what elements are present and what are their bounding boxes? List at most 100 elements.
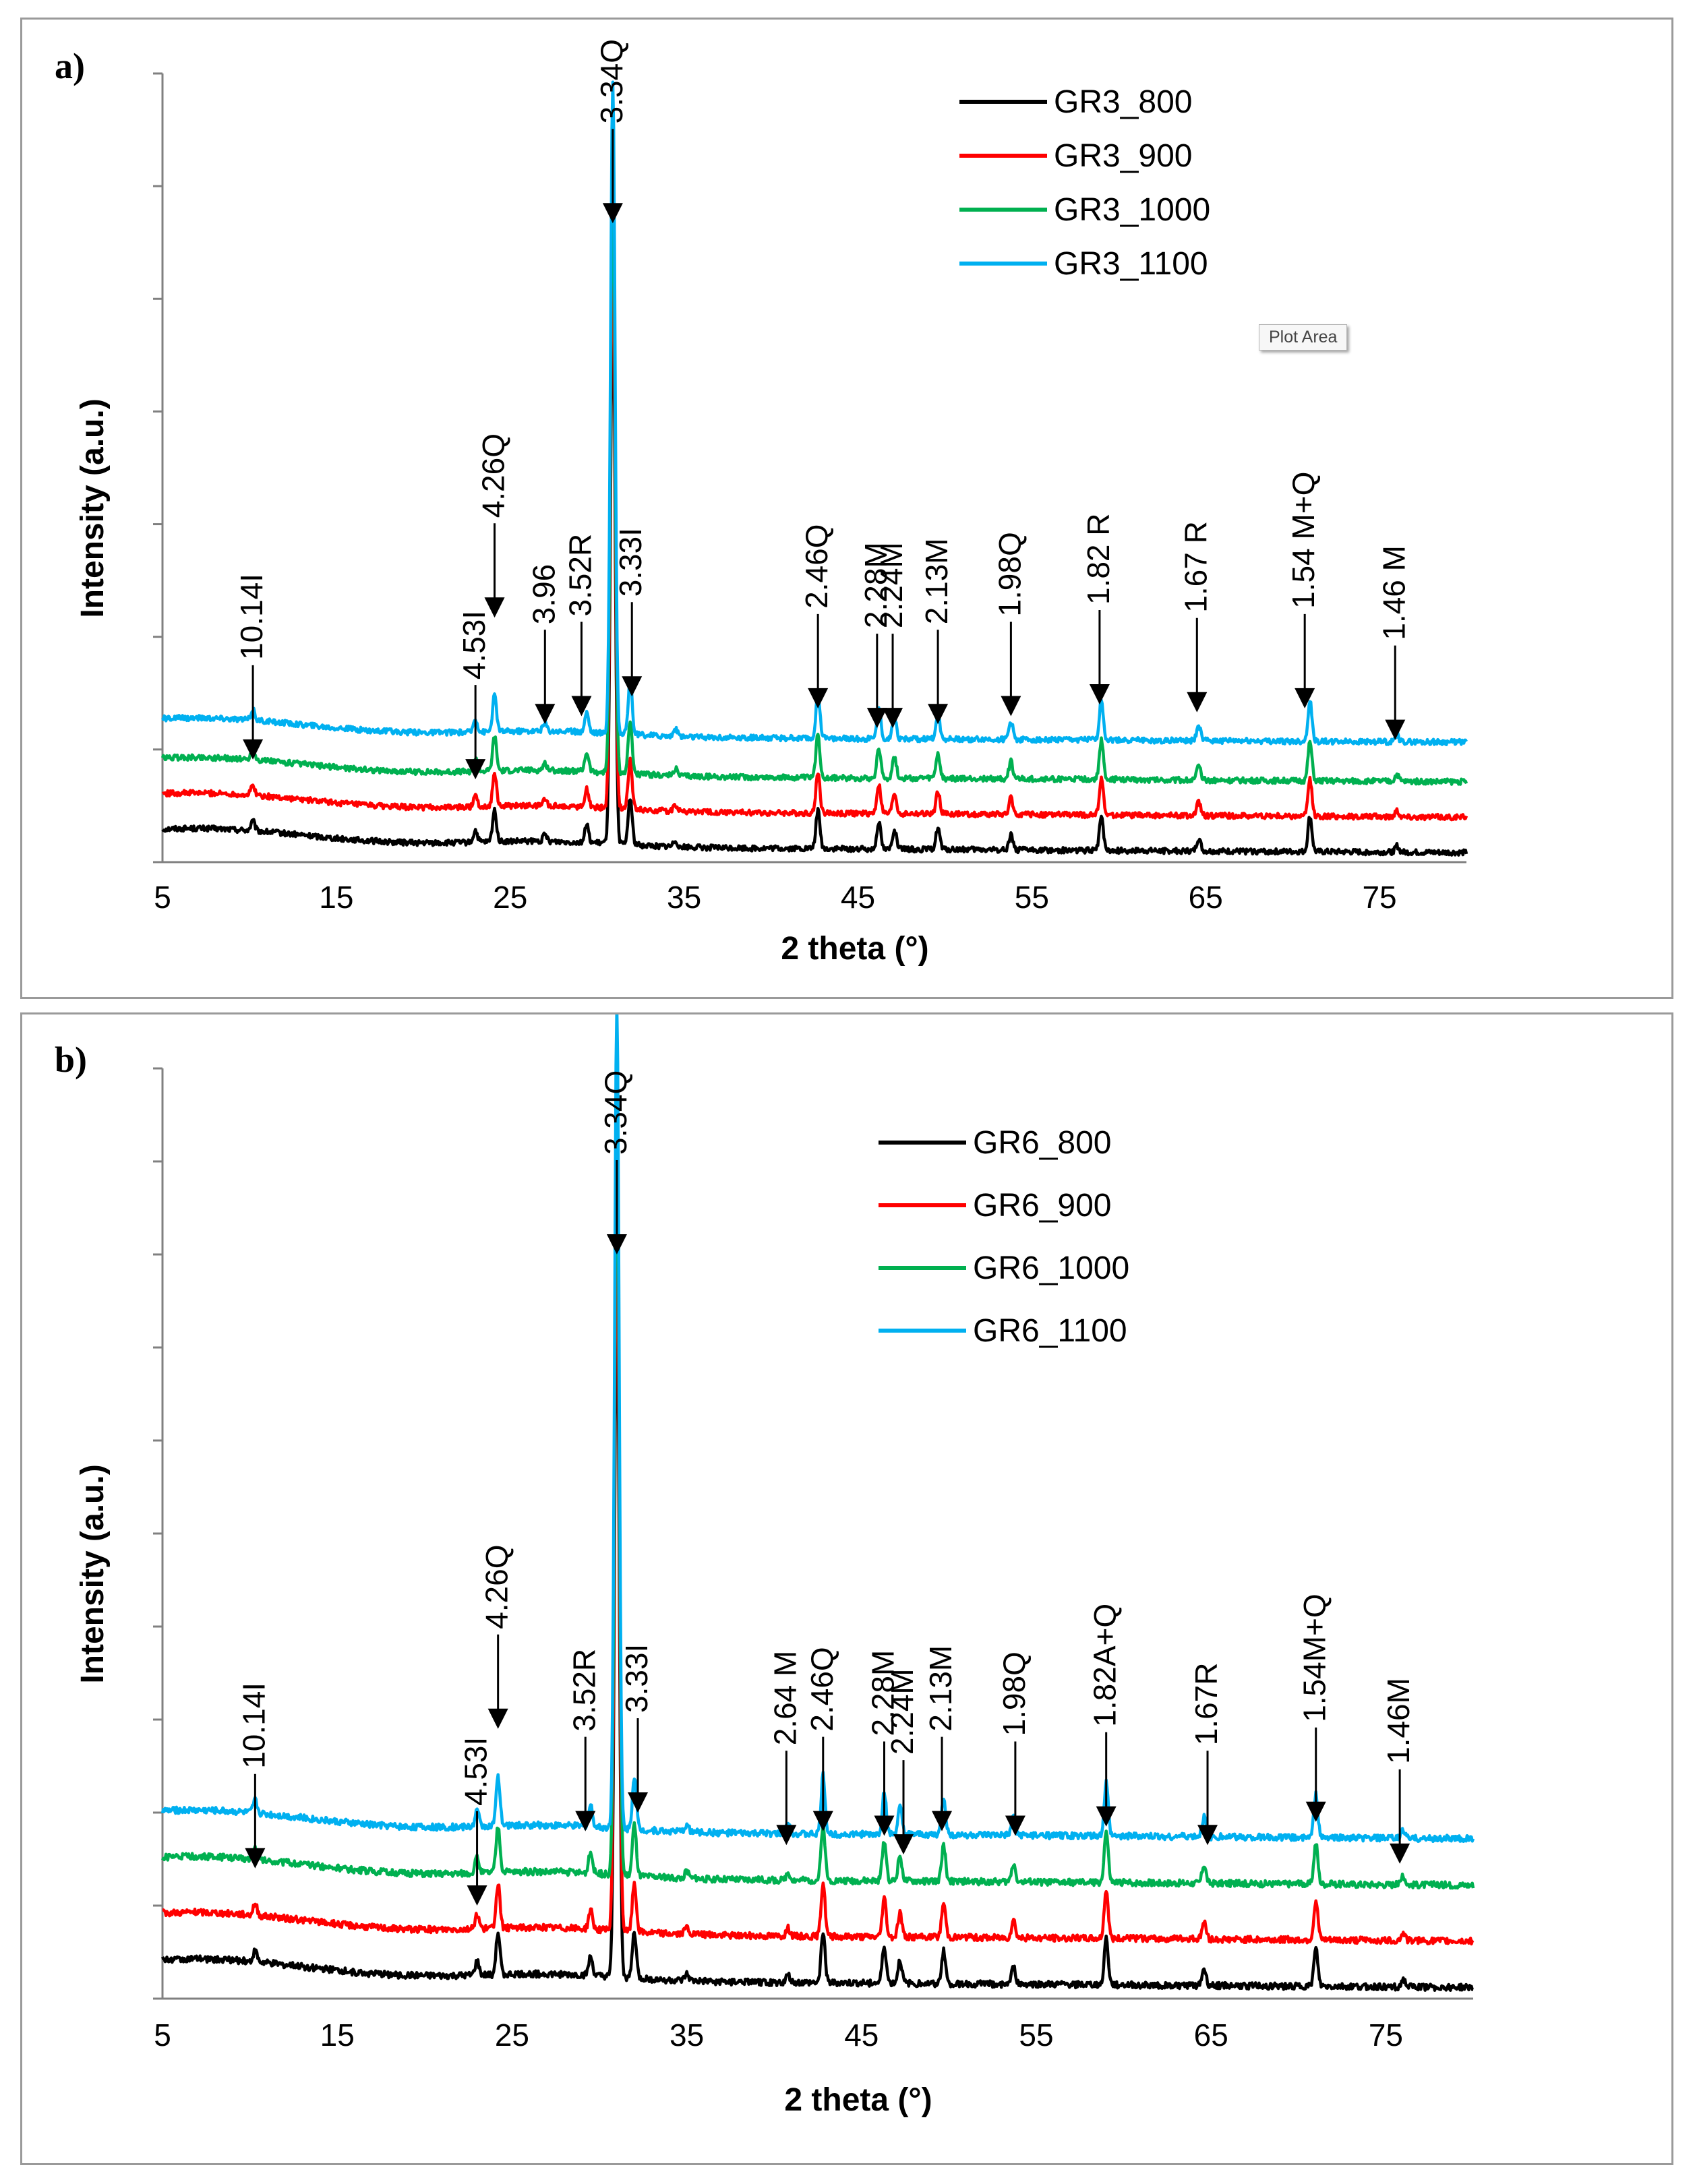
x-tick-label: 55	[1019, 2018, 1053, 2053]
annotation-arrowhead	[1197, 1825, 1218, 1846]
annotation-arrowhead	[1187, 692, 1208, 712]
panel-label-a: a)	[55, 46, 85, 86]
peak-annotation: 1.54 M+Q	[1286, 472, 1321, 609]
peak-annotation: 2.24M	[874, 542, 909, 628]
annotation-arrowhead	[808, 688, 829, 708]
series-line-GR6_800	[160, 1256, 1474, 1993]
legend-entry: GR6_1100	[973, 1313, 1127, 1349]
peak-annotation: 3.33I	[619, 1644, 654, 1713]
series-line-GR3_1000	[160, 147, 1468, 786]
x-axis-title: 2 theta (°)	[784, 2082, 932, 2118]
annotation-arrowhead	[484, 597, 505, 618]
peak-annotation: 1.67 R	[1178, 521, 1213, 613]
peak-annotation: 2.64 M	[767, 1651, 802, 1746]
peak-annotation: 4.53I	[456, 611, 492, 679]
annotation-arrowhead	[1385, 719, 1406, 740]
xrd-chart-b: 5 15 25 35 45 55 65 75 2 theta (°) Intensity (a.u…	[75, 1014, 1475, 2118]
annotation-arrowhead	[1390, 1843, 1410, 1864]
annotation-arrowhead	[243, 739, 264, 760]
peak-annotation: 1.54M+Q	[1297, 1594, 1332, 1722]
x-tick-label: 65	[1189, 880, 1223, 915]
xrd-panel-b: b) 5 15 25 35 45 55 65 75 2 theta (°) Intensity (…	[20, 1012, 1673, 2165]
y-axis-title: Intensity (a.u.)	[75, 1464, 111, 1683]
peak-annotation: 3.52R	[566, 1649, 601, 1732]
peak-annotation: 2.28M	[865, 1650, 900, 1736]
x-tick-label: 65	[1194, 2018, 1228, 2053]
annotation-arrowhead	[1001, 696, 1021, 717]
peak-annotation: 3.52R	[562, 534, 597, 617]
legend-entry: GR6_800	[973, 1125, 1111, 1161]
peak-annotation: 3.33I	[613, 528, 648, 597]
annotation-arrowhead	[874, 1815, 895, 1836]
x-tick-label: 55	[1015, 880, 1049, 915]
peak-annotation: 4.26Q	[476, 433, 511, 518]
annotation-arrowhead	[575, 1811, 596, 1831]
panel-label-b: b)	[55, 1039, 88, 1080]
legend-entry: GR3_800	[1054, 84, 1192, 120]
y-axis-title: Intensity (a.u.)	[75, 398, 111, 617]
x-tick-label: 5	[154, 2018, 171, 2053]
series-line-GR6_900	[162, 1178, 1475, 1946]
peak-annotation: 1.82 R	[1081, 513, 1116, 605]
annotation-arrowhead	[602, 203, 623, 224]
peak-annotation: 3.34Q	[598, 1070, 633, 1155]
legend-entry: GR3_1000	[1054, 192, 1210, 228]
annotation-arrowhead	[928, 704, 949, 725]
x-tick-label: 45	[844, 2018, 879, 2053]
annotation-arrowhead	[1295, 688, 1315, 708]
peak-annotation: 2.46Q	[799, 524, 834, 609]
peak-annotation: 2.13M	[919, 538, 954, 624]
annotation-arrowhead	[467, 1885, 487, 1906]
annotation-arrowhead	[883, 708, 903, 729]
peak-annotation: 4.53I	[458, 1737, 494, 1806]
legend-entry: GR3_900	[1054, 138, 1192, 174]
peak-annotation: 2.28M	[858, 542, 893, 628]
peak-annotation: 2.13M	[923, 1645, 958, 1732]
peak-annotation: 4.26Q	[479, 1544, 514, 1629]
x-tick-label: 75	[1362, 880, 1396, 915]
annotation-arrowhead	[1089, 684, 1110, 704]
peak-annotation: 1.98Q	[997, 1651, 1032, 1736]
series-line-GR3_1100	[161, 80, 1468, 747]
annotation-arrowhead	[487, 1708, 508, 1729]
annotation-arrowhead	[893, 1834, 914, 1855]
annotation-arrowhead	[465, 759, 486, 780]
annotation-arrowhead	[606, 1234, 627, 1254]
annotation-arrowhead	[571, 696, 592, 717]
peak-annotation: 3.34Q	[594, 39, 629, 123]
x-tick-label: 15	[319, 880, 353, 915]
x-tick-label: 35	[667, 880, 701, 915]
x-tick-label: 35	[670, 2018, 704, 2053]
peak-annotation: 1.46 M	[1376, 545, 1411, 640]
x-tick-label: 25	[495, 2018, 529, 2053]
annotation-arrowhead	[1005, 1815, 1025, 1836]
annotation-arrowhead	[932, 1811, 953, 1831]
peak-annotation: 2.24M	[885, 1668, 920, 1755]
xrd-chart-a: 5 15 25 35 45 55 65 75 2 theta (°) Intensity (a.u…	[75, 39, 1468, 967]
legend-entry: GR3_1100	[1054, 246, 1208, 282]
x-tick-label: 5	[154, 880, 171, 915]
annotation-arrowhead	[245, 1848, 266, 1869]
annotation-arrowhead	[628, 1792, 649, 1813]
legend-entry: GR6_900	[973, 1188, 1111, 1223]
x-tick-label: 45	[841, 880, 875, 915]
annotation-arrowhead	[1096, 1806, 1117, 1827]
x-tick-label: 15	[320, 2018, 355, 2053]
x-axis-title: 2 theta (°)	[781, 931, 928, 967]
annotation-arrowhead	[622, 676, 643, 697]
peak-annotation: 10.14I	[236, 1682, 271, 1769]
peak-annotation: 10.14I	[234, 574, 269, 660]
plot-area-tooltip: Plot Area	[1259, 324, 1348, 351]
peak-annotation: 3.96	[526, 564, 561, 625]
x-tick-label: 25	[493, 880, 527, 915]
peak-annotation: 1.67R	[1189, 1663, 1224, 1746]
xrd-panel-a: a) 5 15 25 35 45 55 65 75 2 theta (°) Intensity (…	[20, 18, 1673, 999]
peak-annotation: 2.46Q	[804, 1647, 839, 1731]
legend-entry: GR6_1000	[973, 1250, 1129, 1286]
series-line-GR6_1100	[160, 1014, 1475, 1844]
annotation-arrowhead	[776, 1825, 797, 1846]
peak-annotation: 1.82A+Q	[1088, 1604, 1123, 1727]
series-line-GR3_900	[161, 210, 1468, 822]
series-line-GR6_1000	[160, 1083, 1475, 1890]
peak-annotation: 1.98Q	[992, 532, 1027, 616]
